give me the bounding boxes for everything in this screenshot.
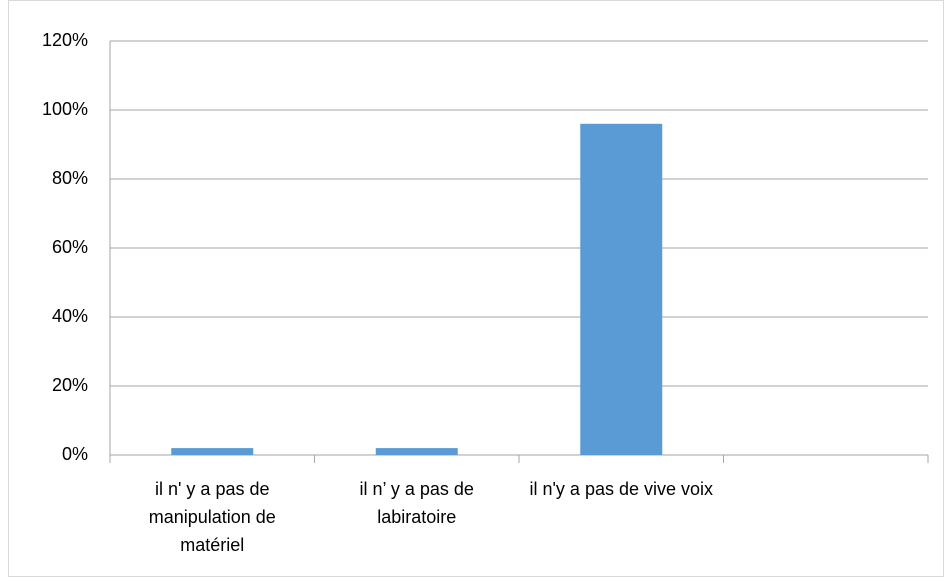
bar [375, 448, 458, 455]
bar [171, 448, 254, 455]
y-tick-label: 0% [62, 444, 88, 464]
y-tick-label: 20% [52, 375, 88, 395]
bar [580, 123, 663, 456]
y-tick-label: 120% [42, 30, 88, 50]
x-tick-label: il n'y a pas de vive voix [529, 479, 714, 499]
x-tick-label: il n' y a pas de manipulation de matérie… [148, 479, 276, 555]
y-tick-label: 100% [42, 99, 88, 119]
y-tick-label: 80% [52, 168, 88, 188]
y-tick-label: 40% [52, 306, 88, 326]
y-tick-label: 60% [52, 237, 88, 257]
x-tick-label: il n’ y a pas de labiratoire [359, 479, 474, 527]
